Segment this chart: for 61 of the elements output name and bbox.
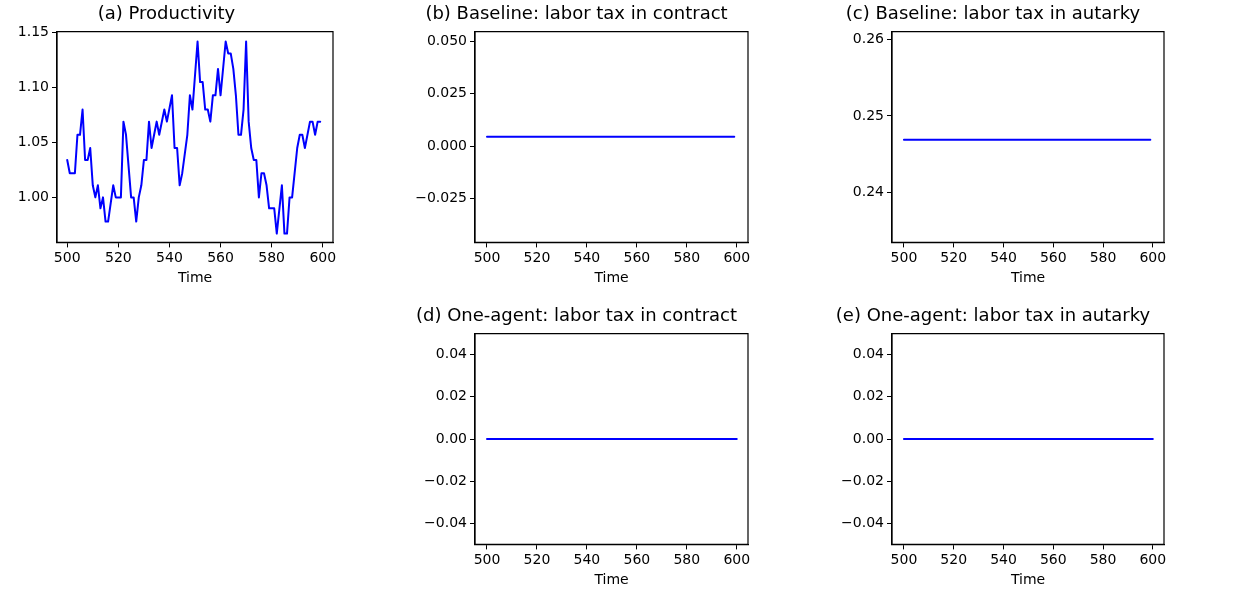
x-tick-label: 520 bbox=[104, 249, 132, 266]
y-tick-label: −0.02 bbox=[424, 471, 467, 488]
x-tick-label: 600 bbox=[723, 249, 751, 266]
x-tick-label: 600 bbox=[1139, 249, 1167, 266]
x-tick-label: 520 bbox=[940, 551, 968, 568]
chart-title: (c) Baseline: labor tax in autarky bbox=[845, 2, 1141, 24]
x-tick-label: 540 bbox=[990, 551, 1017, 568]
x-tick-label: 540 bbox=[573, 249, 601, 266]
x-axis-title: Time bbox=[176, 269, 213, 286]
x-tick-label: 560 bbox=[1039, 551, 1067, 568]
y-tick-label: 0.24 bbox=[852, 183, 885, 200]
chart-title: (b) Baseline: labor tax in contract bbox=[425, 2, 728, 24]
x-tick-label: 580 bbox=[673, 551, 701, 568]
x-tick-label: 560 bbox=[623, 249, 651, 266]
x-tick-label: 560 bbox=[623, 551, 651, 568]
x-tick-label: 540 bbox=[573, 551, 601, 568]
y-tick-label: 1.10 bbox=[17, 78, 49, 95]
x-tick-label: 520 bbox=[523, 551, 551, 568]
y-tick-label: 1.00 bbox=[17, 188, 49, 205]
x-axis-title: Time bbox=[1009, 269, 1046, 286]
x-axis-title: Time bbox=[1009, 571, 1046, 588]
y-tick-label: 0.04 bbox=[435, 345, 468, 362]
x-tick-label: 560 bbox=[1039, 249, 1067, 266]
x-tick-label: 580 bbox=[1089, 551, 1117, 568]
y-tick-label: 0.050 bbox=[426, 32, 467, 49]
y-tick-label: −0.04 bbox=[841, 513, 885, 530]
x-tick-label: 500 bbox=[890, 249, 918, 266]
x-tick-label: 580 bbox=[258, 249, 286, 266]
x-tick-label: 600 bbox=[1139, 551, 1167, 568]
y-tick-label: −0.04 bbox=[424, 513, 468, 530]
x-tick-label: 500 bbox=[473, 551, 501, 568]
x-tick-label: 540 bbox=[156, 249, 183, 266]
x-tick-label: 540 bbox=[990, 249, 1017, 266]
y-tick-label: 0.25 bbox=[852, 106, 884, 123]
x-tick-label: 520 bbox=[940, 249, 968, 266]
y-tick-label: 0.02 bbox=[852, 387, 884, 404]
y-tick-label: 0.025 bbox=[426, 84, 467, 101]
y-tick-label: 0.000 bbox=[426, 136, 467, 153]
y-tick-label: 0.26 bbox=[852, 29, 885, 46]
x-tick-label: 500 bbox=[473, 249, 501, 266]
chart-title: (d) One-agent: labor tax in contract bbox=[415, 304, 738, 326]
y-tick-label: 1.15 bbox=[17, 23, 49, 40]
x-tick-label: 560 bbox=[207, 249, 234, 266]
y-tick-label: −0.02 bbox=[841, 471, 884, 488]
y-tick-label: 0.02 bbox=[435, 387, 467, 404]
x-tick-label: 500 bbox=[53, 249, 81, 266]
x-tick-label: 500 bbox=[890, 551, 918, 568]
x-axis-title: Time bbox=[593, 571, 629, 588]
y-tick-label: 0.00 bbox=[852, 429, 884, 446]
y-tick-label: 0.00 bbox=[435, 429, 467, 446]
x-tick-label: 580 bbox=[1089, 249, 1117, 266]
x-tick-label: 600 bbox=[309, 249, 337, 266]
y-tick-label: −0.025 bbox=[415, 189, 467, 206]
x-tick-label: 600 bbox=[723, 551, 751, 568]
y-tick-label: 0.04 bbox=[852, 345, 885, 362]
y-tick-label: 1.05 bbox=[17, 133, 49, 150]
x-axis-title: Time bbox=[593, 269, 629, 286]
chart-title: (e) One-agent: labor tax in autarky bbox=[835, 304, 1151, 326]
chart-title: (a) Productivity bbox=[97, 2, 236, 24]
x-tick-label: 520 bbox=[523, 249, 551, 266]
x-tick-label: 580 bbox=[673, 249, 701, 266]
